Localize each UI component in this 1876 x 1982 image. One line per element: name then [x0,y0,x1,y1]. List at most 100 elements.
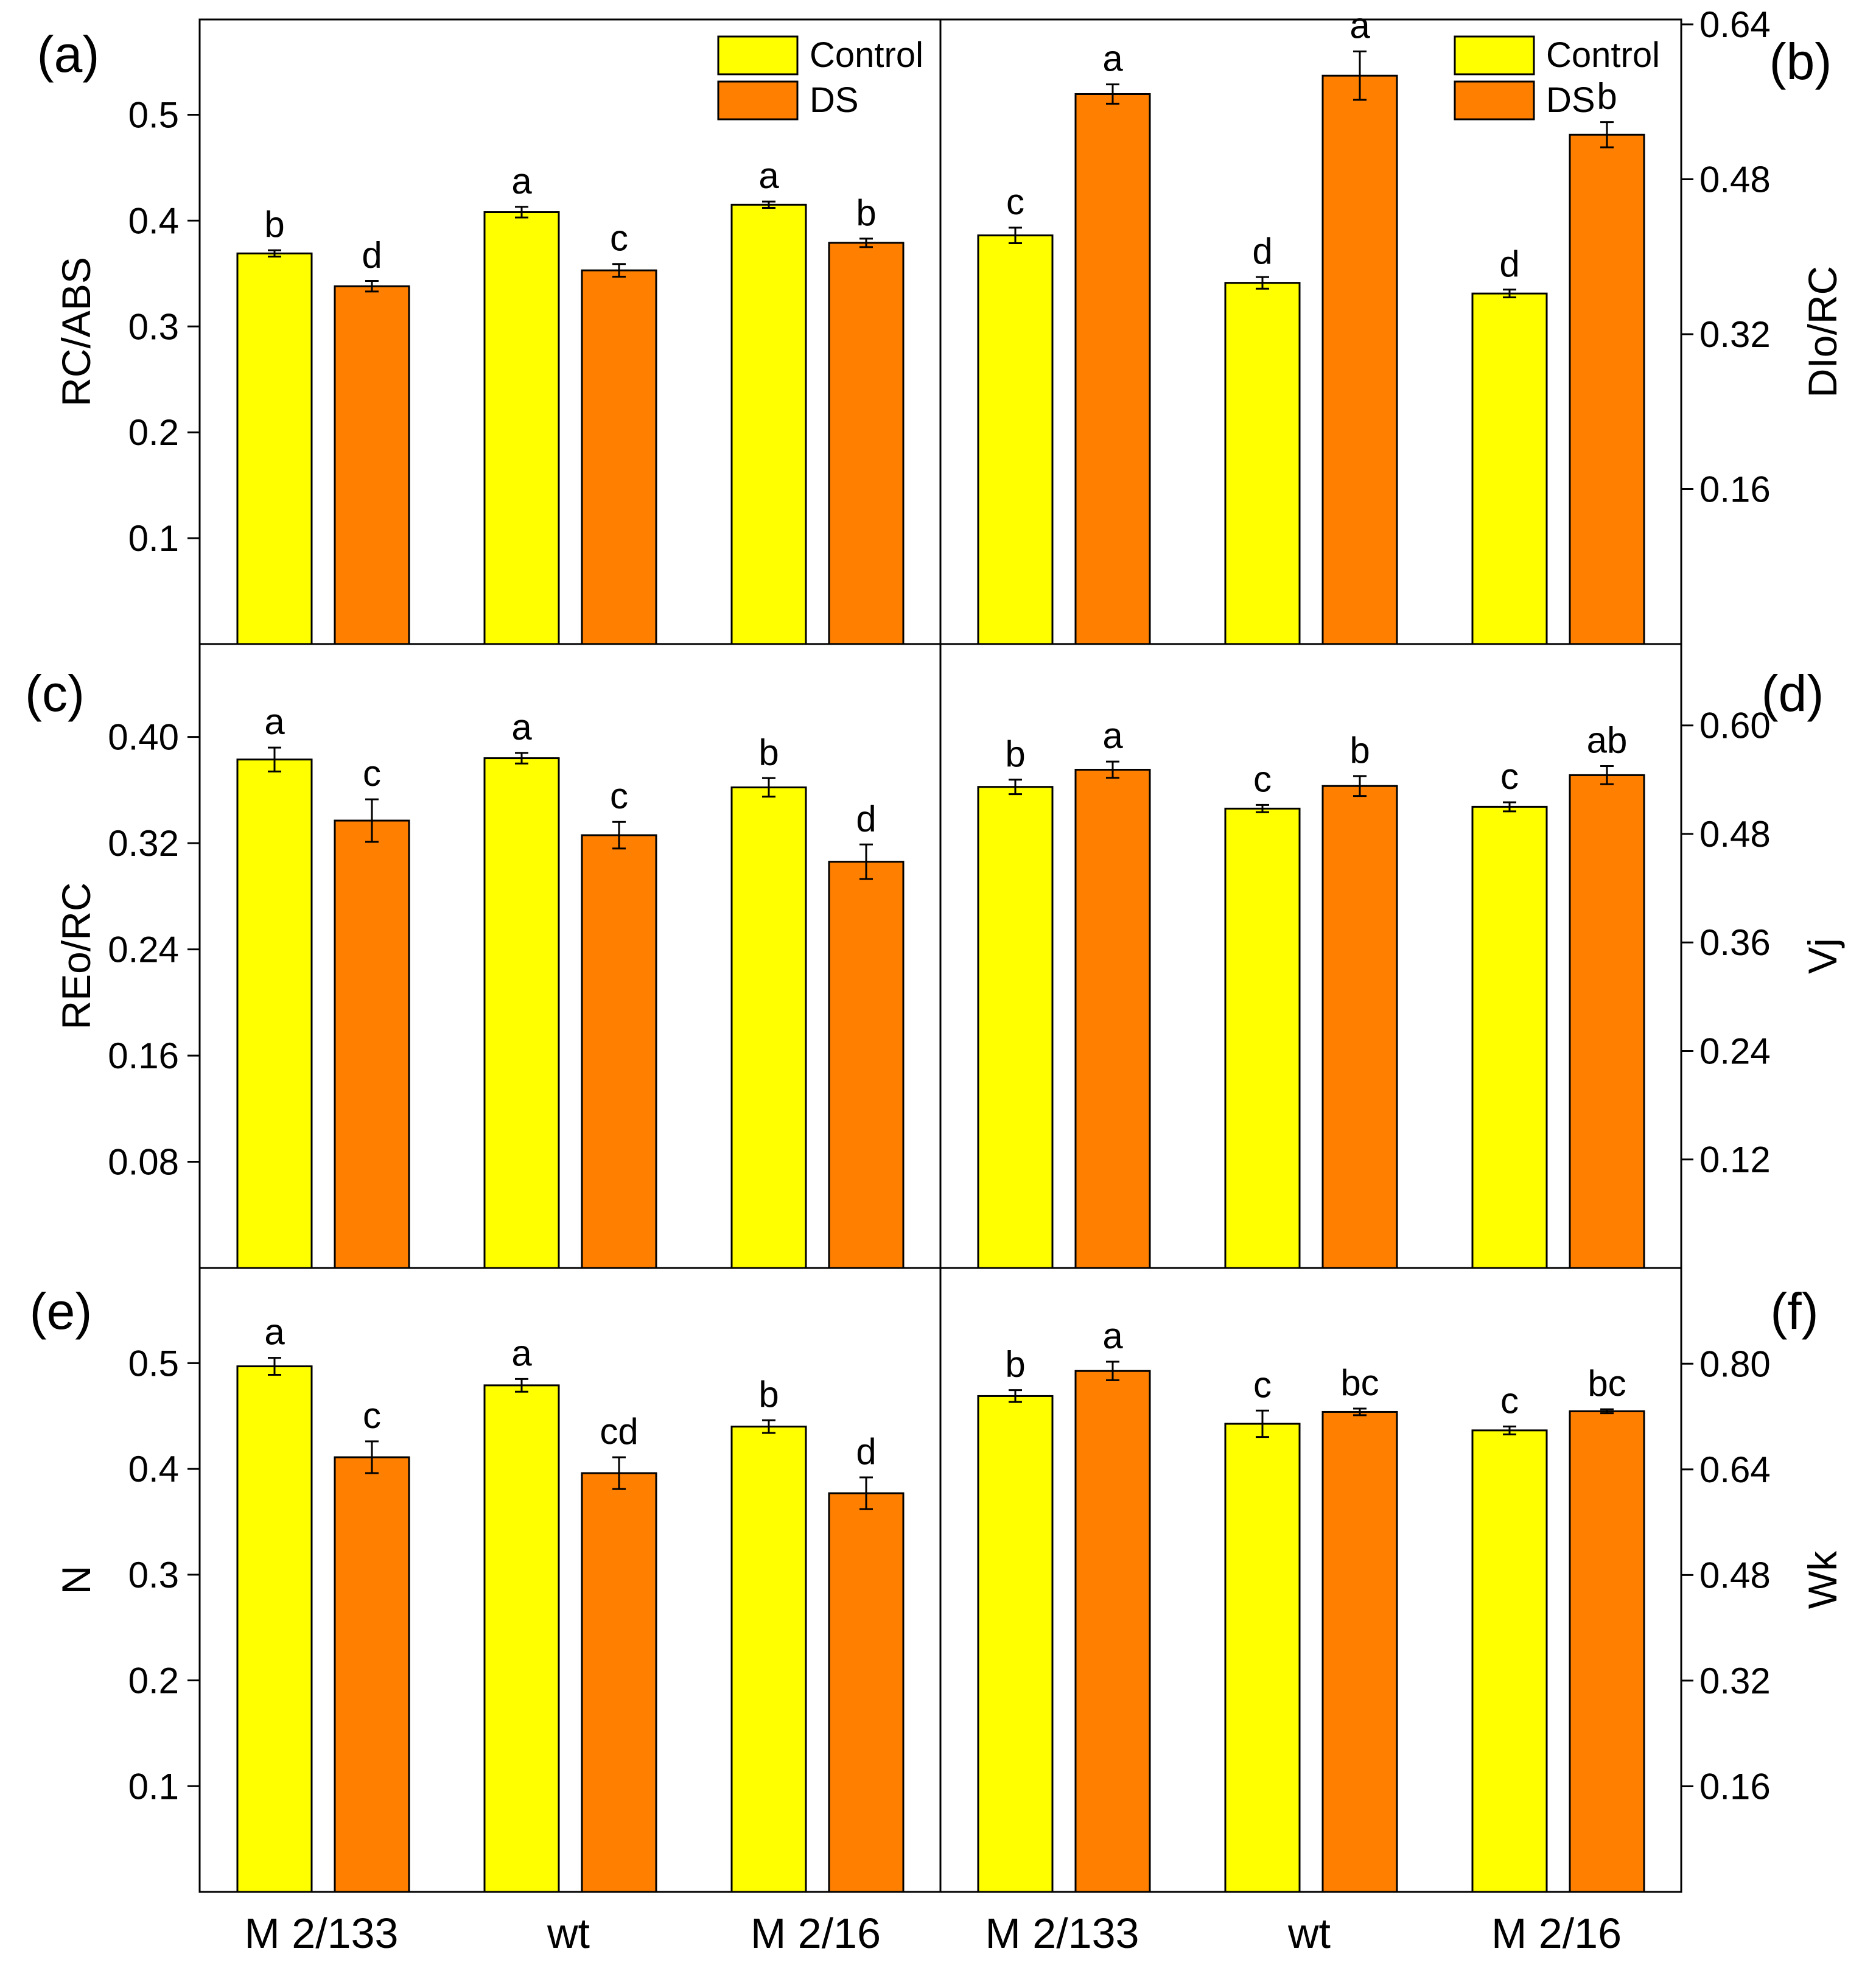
p4-ytick-label: 0.48 [1699,814,1771,855]
p2-bar-ds-3 [1569,133,1645,645]
p5-bar-control-2 [483,1384,560,1893]
p4-bar-ds-2 [1321,785,1398,1269]
p6-ytick-label: 0.16 [1699,1766,1771,1807]
p6-bar-ds-1 [1074,1370,1151,1893]
p2-significance-letter-ds-3: b [1597,76,1617,117]
p4-bar-ds-1 [1074,768,1151,1269]
p4-significance-letter-control-3: c [1500,756,1519,797]
p2-bar-ds-1 [1074,93,1151,645]
p2-legend-swatch-control [1454,35,1535,75]
p2-ytick-label: 0.48 [1699,159,1771,200]
p1-significance-letter-ds-1: d [362,235,382,276]
p1-bar-ds-3 [828,242,905,645]
p2-significance-letter-control-1: c [1006,181,1024,222]
p5-bar-ds-1 [334,1456,410,1893]
p3-bar-control-1 [236,758,313,1269]
p6-significance-letter-control-2: c [1253,1364,1272,1405]
p2-bar-control-3 [1471,292,1548,645]
p6-bar-control-1 [977,1395,1054,1893]
p3-significance-letter-ds-3: d [856,798,876,839]
p6-significance-letter-ds-3: bc [1587,1363,1626,1404]
p2-ytick-label: 0.32 [1699,314,1771,355]
p1-ylabel: RC/ABS [54,257,99,407]
p4-bar-control-3 [1471,805,1548,1269]
p5-significance-letter-ds-2: cd [600,1411,638,1452]
p1-significance-letter-control-3: a [758,155,779,196]
p2-ytick-label: 0.16 [1699,469,1771,510]
p2-legend-label-ds: DS [1546,80,1595,120]
p5-significance-letter-control-3: b [758,1374,779,1415]
p4-significance-letter-ds-3: ab [1587,720,1628,761]
p1-ytick-label: 0.5 [128,95,179,136]
p3-ytick-label: 0.32 [108,823,179,864]
p6-ytick-label: 0.32 [1699,1661,1771,1701]
p2-bar-ds-2 [1321,74,1398,645]
p4-significance-letter-ds-2: b [1349,730,1370,771]
p1-legend-swatch-ds [717,80,799,121]
p1-significance-letter-control-1: b [264,204,284,245]
p1-legend-swatch-control [717,35,799,75]
p6-ytick-label: 0.80 [1699,1343,1771,1384]
p3-bar-control-3 [730,786,807,1269]
p1-bar-ds-1 [334,285,410,645]
p4-bar-ds-3 [1569,774,1645,1269]
p4-ytick-label: 0.60 [1699,706,1771,746]
p4-ytick-label: 0.12 [1699,1140,1771,1180]
p5-ytick-label: 0.1 [128,1766,179,1807]
x-category-label: M 2/16 [1491,1910,1622,1957]
p2-legend-label-control: Control [1546,35,1660,75]
p2-ylabel: DIo/RC [1800,266,1845,397]
p6-bar-control-2 [1224,1423,1301,1893]
p1-significance-letter-ds-3: b [856,192,876,233]
p3-significance-letter-control-3: b [758,732,779,772]
p4-ytick-label: 0.36 [1699,922,1771,963]
p5-ylabel: N [54,1566,99,1595]
x-category-label: wt [547,1910,590,1957]
p5-panel-label: (e) [30,1283,93,1340]
p6-significance-letter-ds-1: a [1102,1315,1123,1356]
p3-ylabel: REo/RC [54,882,99,1029]
x-category-label: M 2/133 [985,1910,1139,1957]
p1-legend-label-ds: DS [810,80,859,120]
p6-significance-letter-control-1: b [1005,1344,1025,1385]
p2-ytick-label: 0.64 [1699,4,1771,45]
p1-ytick-label: 0.1 [128,518,179,559]
p4-bar-control-2 [1224,807,1301,1269]
p3-significance-letter-ds-2: c [610,776,628,816]
p1-bar-ds-2 [581,269,657,645]
p4-significance-letter-control-2: c [1253,758,1272,799]
p4-ylabel: Vj [1800,938,1845,974]
p6-significance-letter-ds-2: bc [1340,1362,1379,1403]
p3-significance-letter-control-2: a [511,707,532,748]
p4-ytick-label: 0.24 [1699,1031,1771,1071]
p5-significance-letter-ds-3: d [856,1431,876,1472]
p2-significance-letter-ds-2: a [1349,5,1370,46]
p4-bar-control-1 [977,786,1054,1269]
p3-bar-ds-3 [828,861,905,1269]
p3-panel-label: (c) [25,665,85,722]
p5-bar-ds-3 [828,1492,905,1893]
p5-ytick-label: 0.3 [128,1555,179,1595]
p5-significance-letter-ds-1: c [363,1395,381,1436]
p4-panel-label: (d) [1762,665,1824,722]
x-category-label: wt [1287,1910,1331,1957]
x-category-label: M 2/133 [245,1910,399,1957]
p5-ytick-label: 0.4 [128,1449,179,1490]
p3-ytick-label: 0.40 [108,717,179,758]
p1-bar-control-3 [730,203,807,645]
p1-significance-letter-control-2: a [511,161,532,201]
p3-significance-letter-ds-1: c [363,753,381,794]
p6-panel-label: (f) [1770,1283,1818,1340]
p2-bar-control-1 [977,234,1054,645]
p3-ytick-label: 0.08 [108,1142,179,1183]
p1-bar-control-1 [236,252,313,645]
p6-ytick-label: 0.64 [1699,1449,1771,1490]
p3-bar-ds-1 [334,819,410,1269]
p5-ytick-label: 0.5 [128,1343,179,1384]
p6-ylabel: Wk [1800,1550,1845,1609]
p2-significance-letter-control-2: d [1252,231,1272,271]
p2-bar-control-2 [1224,282,1301,645]
p5-bar-ds-2 [581,1472,657,1893]
